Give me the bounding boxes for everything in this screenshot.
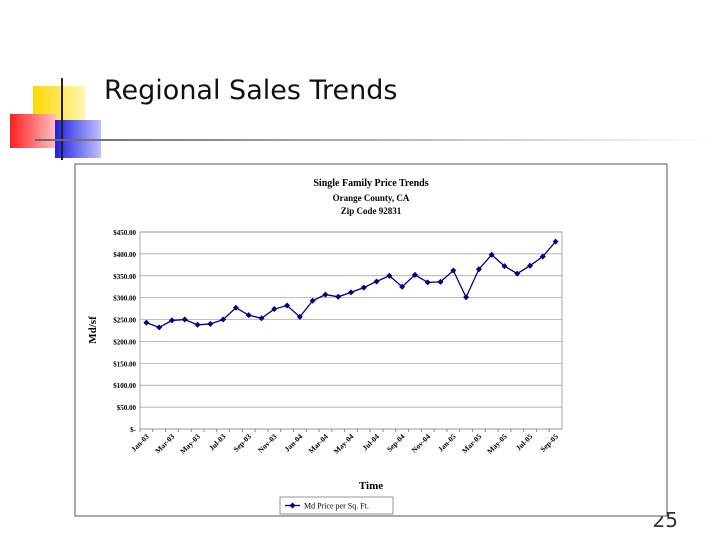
chart-title: Single Family Price Trends [313,178,428,189]
data-point [424,279,431,286]
data-point [232,304,239,311]
data-point [335,293,342,300]
data-point [360,284,367,291]
slide-title: Regional Sales Trends [104,75,397,106]
data-point [373,278,380,285]
chart-subtitle: Zip Code 92831 [341,206,402,216]
legend-box [279,496,394,515]
data-point [156,324,163,331]
chart-subtitle: Orange County, CA [333,193,410,203]
data-point [514,270,521,277]
data-point [501,263,508,270]
data-point [194,321,201,328]
data-point [488,251,495,258]
y-tick-label: $200.00 [113,338,136,346]
data-point [348,289,354,296]
data-point [450,267,457,274]
chart-frame [74,163,668,517]
deco-square [10,114,56,148]
data-point [463,294,470,301]
data-point [322,291,329,298]
data-point [245,312,252,319]
y-tick-label: $300.00 [113,295,136,303]
data-point [284,302,291,309]
data-point [552,238,559,245]
y-axis-label: Md/sf [87,316,99,344]
data-point [220,316,227,323]
data-point [539,253,546,260]
y-tick-label: $450.00 [113,229,136,237]
y-tick-label: $- [130,426,137,434]
data-point [271,306,278,313]
y-tick-label: $150.00 [113,360,136,368]
data-point [411,271,418,278]
data-point [181,316,188,323]
data-point [309,297,316,304]
data-point [143,319,150,326]
data-point [399,283,406,290]
data-point [437,278,444,285]
data-point [168,317,175,324]
data-point [386,272,393,279]
legend-swatch [289,502,296,509]
y-tick-label: $350.00 [113,273,136,281]
y-tick-label: $250.00 [113,317,136,325]
data-point [258,315,265,322]
data-point [207,320,214,327]
y-tick-label: $100.00 [113,382,136,390]
x-axis-label: Time [359,480,383,492]
title-rule [35,139,715,141]
y-tick-label: $400.00 [113,251,136,259]
data-point [296,313,303,320]
data-point [475,266,482,273]
plot-area [139,231,563,430]
data-point [527,262,534,269]
y-tick-label: $50.00 [117,404,137,412]
legend-label: Md Price per Sq. Ft. [304,502,369,511]
